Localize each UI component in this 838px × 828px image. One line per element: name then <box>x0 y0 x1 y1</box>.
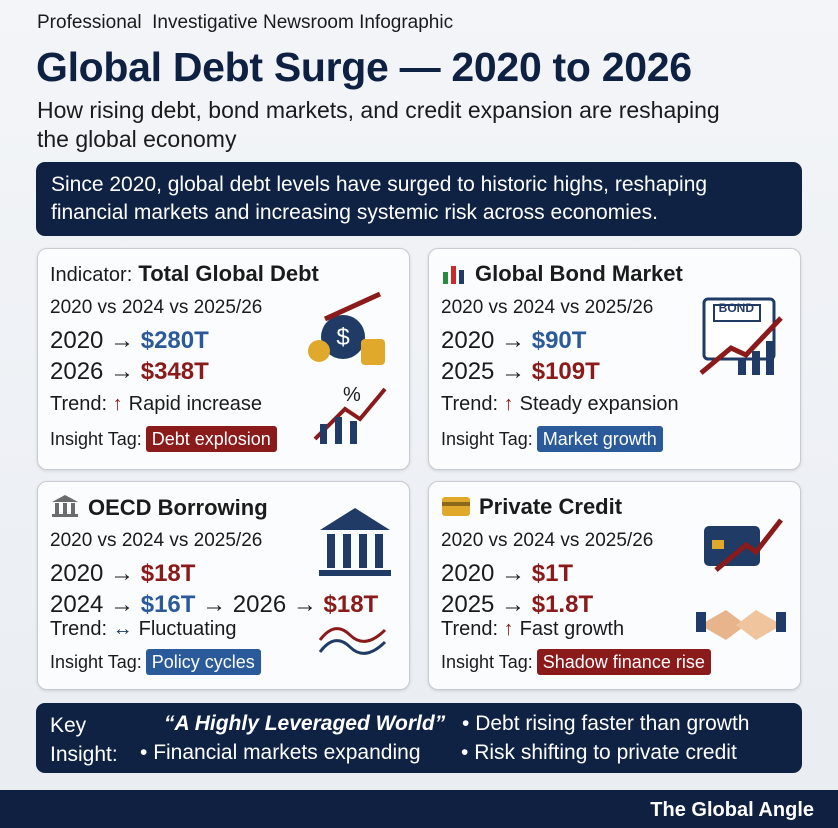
trend-icon: ↑ <box>503 393 514 415</box>
value: $1T <box>531 560 574 587</box>
tag-label: Insight Tag: <box>50 429 142 449</box>
value: $16T <box>140 591 196 618</box>
trend-text: Fast growth <box>519 618 625 640</box>
card-title-text: Total Global Debt <box>138 261 319 286</box>
trend: Trend: ↑ Fast growth <box>441 618 624 641</box>
value-line: 2025 → $109T <box>441 358 600 386</box>
key-point-text: Risk shifting to private credit <box>474 741 737 764</box>
trend-label: Trend: <box>50 618 108 640</box>
card: BOND Global Bond Market 2020 vs 2024 vs 20… <box>428 248 801 470</box>
period-label: 2020 → <box>50 560 135 587</box>
trend-icon: ↑ <box>503 618 514 640</box>
footer: The Global Angle <box>0 790 838 828</box>
insight-tag: Insight Tag: Debt explosion <box>50 426 277 452</box>
trend-icon: ↔ <box>112 618 133 640</box>
tag: Market growth <box>536 426 663 452</box>
card-title: Private Credit <box>441 494 622 520</box>
trend: Trend: ↑ Rapid increase <box>50 393 262 416</box>
value: $18T <box>323 591 379 618</box>
brand: The Global Angle <box>650 799 814 821</box>
trend-label: Trend: <box>50 393 108 415</box>
card-title: OECD Borrowing <box>50 494 268 521</box>
tag: Shadow finance rise <box>536 649 711 675</box>
icon-label: BOND <box>718 301 754 315</box>
insight-tag: Insight Tag: Market growth <box>441 426 663 452</box>
tag-label: Insight Tag: <box>50 652 142 672</box>
card-icon: $% <box>308 291 387 444</box>
key-insight: Key Insight: “A Highly Leveraged World” … <box>36 703 802 773</box>
card-title-text: Private Credit <box>479 494 623 519</box>
card-icon <box>318 508 391 655</box>
period: 2020 vs 2024 vs 2025/26 <box>441 297 654 318</box>
card: Private Credit 2020 vs 2024 vs 2025/26 202… <box>428 481 801 690</box>
tag: Policy cycles <box>145 649 261 675</box>
period-label: 2020 → <box>50 327 135 354</box>
subtitle: How rising debt, bond markets, and credi… <box>37 97 720 152</box>
key-point-text: Financial markets expanding <box>153 741 421 764</box>
card: OECD Borrowing 2020 vs 2024 vs 2025/26 202… <box>37 481 410 690</box>
svg-text:$: $ <box>336 324 349 351</box>
trend-icon: ↑ <box>112 393 123 415</box>
value-line: 2025 → $1.8T <box>441 591 593 619</box>
key-point: • Risk shifting to private credit <box>461 741 737 764</box>
period-label: 2020 → <box>441 327 526 354</box>
card-title-text: Global Bond Market <box>475 261 683 286</box>
summary: Since 2020, global debt levels have surg… <box>36 162 802 236</box>
card-title: Global Bond Market <box>441 261 683 287</box>
trend: Trend: ↔ Fluctuating <box>50 618 236 641</box>
kicker: Professional Investigative Newsroom Info… <box>37 12 454 33</box>
value-line: 2026 → $348T <box>50 358 209 386</box>
value: $348T <box>140 358 209 385</box>
tag-label: Insight Tag: <box>441 429 533 449</box>
svg-text:%: % <box>343 384 361 406</box>
value: $1.8T <box>531 591 594 618</box>
indicator-label: Indicator: <box>50 264 133 286</box>
card-icon <box>699 297 783 375</box>
card-title: Indicator: Total Global Debt <box>50 261 319 287</box>
period-label: 2024 → <box>50 591 135 618</box>
insight-tag: Insight Tag: Policy cycles <box>50 649 261 675</box>
tag: Debt explosion <box>145 426 277 452</box>
card-title-text: OECD Borrowing <box>88 495 268 520</box>
period-label: 2025 → <box>441 358 526 385</box>
value-line: 2020 → $90T <box>441 327 586 355</box>
title-icon <box>442 497 470 516</box>
value-line: 2020 → $18T <box>50 560 195 588</box>
card: $% Indicator: Total Global Debt 2020 vs 20… <box>37 248 410 470</box>
trend-text: Steady expansion <box>519 393 679 415</box>
key-point-text: Debt rising faster than growth <box>475 712 750 735</box>
value-line: 2024 → $16T → 2026 → $18T <box>50 591 378 619</box>
period: 2020 vs 2024 vs 2025/26 <box>441 530 654 551</box>
period-label: 2020 → <box>441 560 526 587</box>
value-line: 2020 → $280T <box>50 327 209 355</box>
title: Global Debt Surge — 2020 to 2026 <box>36 44 692 90</box>
key-point: • Financial markets expanding <box>140 741 421 764</box>
title-icon <box>52 495 78 517</box>
trend-text: Rapid increase <box>128 393 263 415</box>
card-icon <box>696 518 786 640</box>
trend-text: Fluctuating <box>138 618 237 640</box>
key-quote: “A Highly Leveraged World” <box>164 712 446 735</box>
period-label: 2025 → <box>441 591 526 618</box>
value: $280T <box>140 327 209 354</box>
value-line: 2020 → $1T <box>441 560 573 588</box>
period: 2020 vs 2024 vs 2025/26 <box>50 530 263 551</box>
trend-label: Trend: <box>441 393 499 415</box>
trend: Trend: ↑ Steady expansion <box>441 393 679 416</box>
trend-label: Trend: <box>441 618 499 640</box>
value: $90T <box>531 327 587 354</box>
key-point: • Debt rising faster than growth <box>462 712 750 735</box>
period: 2020 vs 2024 vs 2025/26 <box>50 297 263 318</box>
period-label: 2026 → <box>50 358 135 385</box>
insight-tag: Insight Tag: Shadow finance rise <box>441 649 711 675</box>
period-label: → 2026 → <box>202 591 317 618</box>
value: $109T <box>531 358 600 385</box>
key-label: Key Insight: <box>50 714 118 766</box>
value: $18T <box>140 560 196 587</box>
tag-label: Insight Tag: <box>441 652 533 672</box>
title-icon <box>443 266 464 284</box>
